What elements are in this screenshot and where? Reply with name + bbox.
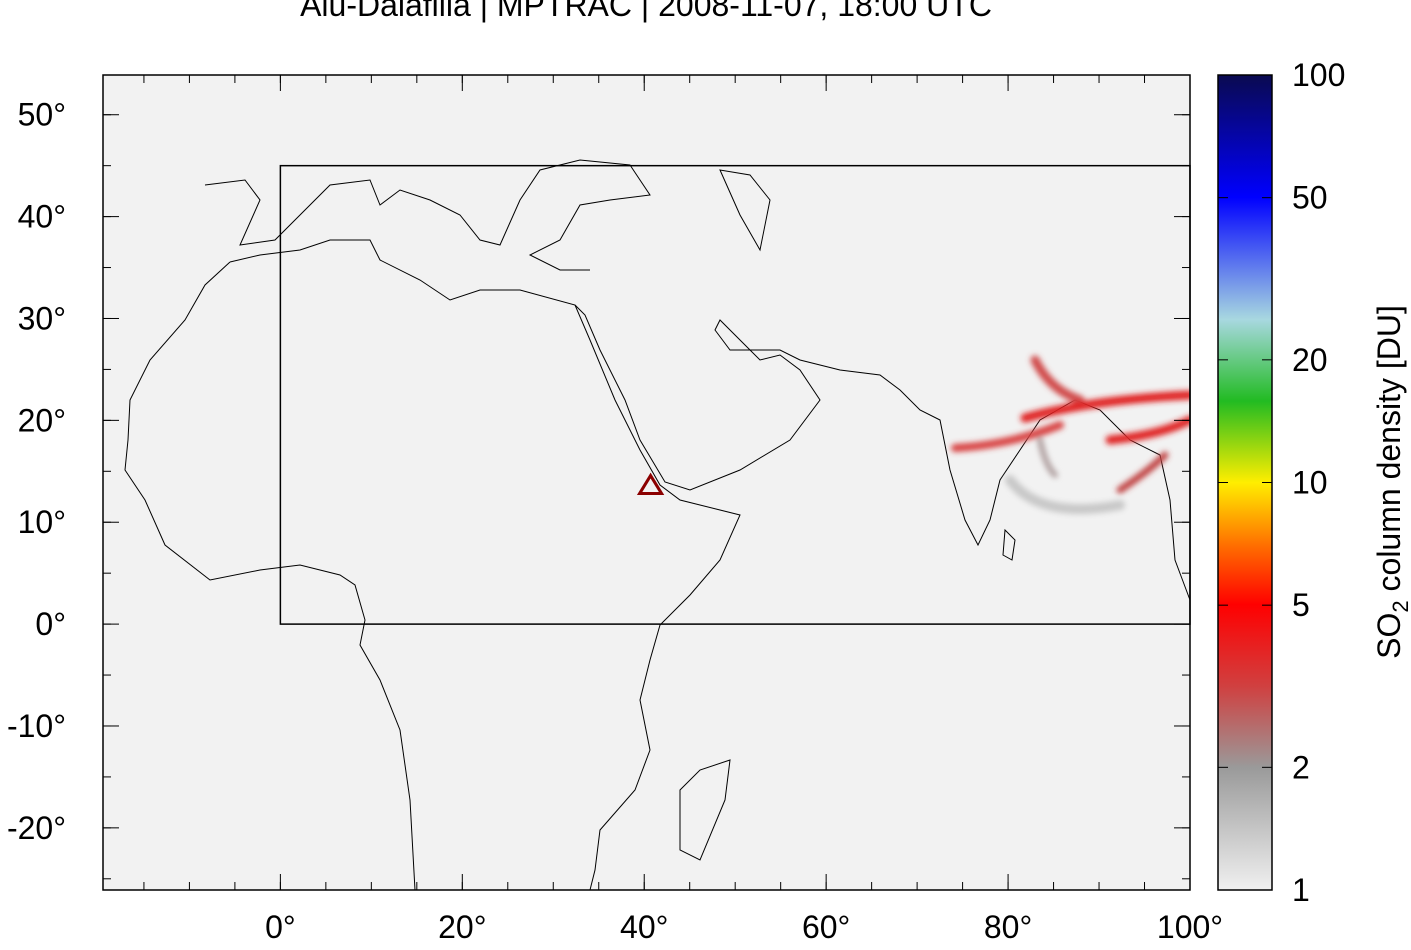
colorbar-tick-label: 100 [1292, 57, 1345, 93]
domain-box [279, 164, 1191, 625]
colorbar-label-suffix: column density [DU] [1371, 305, 1407, 600]
coastline [1002, 528, 1016, 561]
colorbar-tick-label: 20 [1292, 342, 1328, 378]
coastline [204, 159, 651, 271]
y-tick-label: 30° [18, 300, 66, 336]
colorbar-tick-label: 50 [1292, 180, 1328, 216]
y-tick-label: 50° [18, 97, 66, 133]
coastlines [124, 159, 1190, 890]
y-tick-label: -10° [7, 708, 66, 744]
x-tick-label: 0° [265, 909, 296, 945]
x-tick-label: 80° [984, 909, 1032, 945]
coastline [719, 169, 771, 252]
y-tick-label: 0° [35, 606, 66, 642]
coastline [124, 261, 416, 890]
colorbar-label-subscript: 2 [1388, 600, 1411, 612]
colorbar-tick-label: 1 [1292, 872, 1310, 908]
coastline [679, 759, 731, 861]
colorbar-tick-label: 5 [1292, 587, 1310, 623]
coastline [574, 304, 1190, 601]
y-tick-label: 20° [18, 402, 66, 438]
colorbar-tick-label: 10 [1292, 465, 1328, 501]
x-tick-label: 100° [1157, 909, 1223, 945]
x-tick-label: 40° [620, 909, 668, 945]
colorbar-tick-label: 2 [1292, 749, 1310, 785]
x-tick-label: 20° [438, 909, 486, 945]
volcano-marker [636, 472, 665, 496]
coastline [229, 239, 741, 890]
colorbar-label: SO2 column density [DU] [1371, 305, 1411, 659]
y-tick-label: 40° [18, 199, 66, 235]
so2-plume [951, 355, 1190, 515]
colorbar-label-prefix: SO [1371, 613, 1407, 659]
y-tick-label: -20° [7, 810, 66, 846]
y-tick-label: 10° [18, 504, 66, 540]
x-tick-label: 60° [802, 909, 850, 945]
chart-title: Alu-Dalafilla | MPTRAC | 2008-11-07, 18:… [300, 0, 992, 23]
